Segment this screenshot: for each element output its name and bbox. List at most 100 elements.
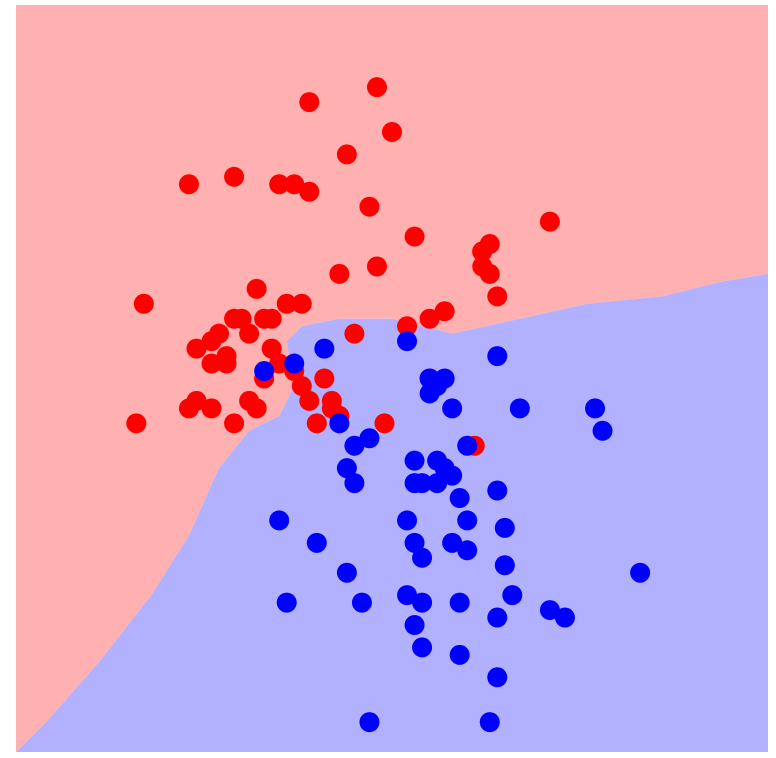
blue-data-point bbox=[442, 465, 463, 486]
red-data-point bbox=[336, 144, 357, 165]
red-data-point bbox=[299, 181, 320, 202]
red-data-point bbox=[216, 346, 237, 367]
blue-data-point bbox=[442, 398, 463, 419]
red-data-point bbox=[382, 121, 402, 142]
blue-data-point bbox=[359, 712, 380, 733]
red-data-point bbox=[201, 331, 222, 352]
blue-data-point bbox=[630, 562, 651, 583]
blue-data-point bbox=[344, 473, 365, 494]
red-data-point bbox=[269, 174, 290, 195]
blue-data-point bbox=[509, 398, 530, 419]
blue-data-point bbox=[539, 600, 560, 621]
blue-data-point bbox=[254, 361, 275, 382]
blue-data-point bbox=[404, 450, 425, 471]
blue-data-point bbox=[336, 458, 357, 479]
blue-data-point bbox=[494, 555, 515, 576]
decision-regions bbox=[16, 5, 768, 752]
blue-data-point bbox=[457, 540, 478, 561]
blue-data-point bbox=[592, 420, 613, 441]
blue-data-point bbox=[351, 592, 372, 613]
blue-data-point bbox=[487, 346, 508, 367]
blue-data-point bbox=[412, 547, 433, 568]
red-data-point bbox=[329, 263, 350, 284]
red-data-point bbox=[479, 263, 500, 284]
red-data-point bbox=[487, 286, 508, 307]
red-data-point bbox=[314, 368, 335, 389]
blue-data-point bbox=[397, 585, 418, 606]
blue-data-point bbox=[449, 488, 470, 509]
blue-data-point bbox=[457, 510, 478, 531]
red-data-point bbox=[359, 196, 380, 217]
blue-data-point bbox=[487, 607, 508, 628]
red-data-point bbox=[344, 323, 365, 344]
data-points bbox=[126, 77, 651, 733]
red-data-point bbox=[276, 293, 297, 314]
class-b-region bbox=[16, 273, 768, 752]
red-data-point bbox=[239, 323, 260, 344]
blue-data-point bbox=[487, 667, 508, 688]
red-data-point bbox=[178, 398, 199, 419]
blue-data-point bbox=[449, 592, 470, 613]
blue-data-point bbox=[397, 510, 418, 531]
red-data-point bbox=[366, 77, 387, 98]
blue-data-point bbox=[397, 331, 418, 352]
blue-data-point bbox=[457, 435, 478, 456]
red-data-point bbox=[539, 211, 560, 232]
red-data-point bbox=[186, 338, 207, 359]
red-data-point bbox=[224, 166, 245, 187]
red-data-point bbox=[178, 174, 199, 195]
blue-data-point bbox=[314, 338, 335, 359]
blue-data-point bbox=[412, 592, 433, 613]
red-data-point bbox=[374, 413, 395, 434]
red-data-point bbox=[404, 226, 425, 247]
red-data-point bbox=[239, 390, 260, 411]
red-data-point bbox=[472, 241, 493, 262]
blue-data-point bbox=[479, 712, 500, 733]
red-data-point bbox=[299, 390, 320, 411]
red-data-point bbox=[291, 293, 312, 314]
class-a-region bbox=[16, 5, 768, 752]
red-data-point bbox=[126, 413, 147, 434]
red-data-point bbox=[133, 293, 154, 314]
blue-data-point bbox=[269, 510, 290, 531]
blue-data-point bbox=[585, 398, 606, 419]
red-data-point bbox=[201, 353, 222, 374]
red-data-point bbox=[201, 398, 222, 419]
red-data-point bbox=[261, 338, 282, 359]
red-data-point bbox=[246, 278, 267, 299]
blue-data-point bbox=[404, 615, 425, 636]
red-data-point bbox=[299, 92, 320, 113]
blue-data-point bbox=[487, 480, 508, 501]
red-data-point bbox=[291, 375, 312, 396]
blue-data-point bbox=[412, 637, 433, 658]
red-data-point bbox=[269, 353, 290, 374]
blue-data-point bbox=[442, 532, 463, 553]
blue-data-point bbox=[427, 375, 448, 396]
blue-data-point bbox=[449, 644, 470, 665]
blue-data-point bbox=[502, 585, 523, 606]
red-data-point bbox=[419, 308, 440, 329]
blue-data-point bbox=[412, 473, 433, 494]
blue-data-point bbox=[554, 607, 575, 628]
red-data-point bbox=[261, 308, 282, 329]
blue-data-point bbox=[494, 517, 515, 538]
red-data-point bbox=[321, 390, 342, 411]
blue-data-point bbox=[427, 473, 448, 494]
red-data-point bbox=[306, 413, 327, 434]
red-data-point bbox=[224, 413, 245, 434]
blue-data-point bbox=[306, 532, 327, 553]
red-data-point bbox=[224, 308, 245, 329]
blue-data-point bbox=[344, 435, 365, 456]
blue-data-point bbox=[336, 562, 357, 583]
blue-data-point bbox=[284, 353, 305, 374]
blue-data-point bbox=[329, 413, 350, 434]
red-data-point bbox=[366, 256, 387, 277]
blue-data-point bbox=[359, 428, 380, 449]
red-data-point bbox=[397, 316, 418, 337]
blue-data-point bbox=[404, 532, 425, 553]
red-data-point bbox=[434, 301, 455, 322]
red-data-point bbox=[284, 174, 305, 195]
blue-data-point bbox=[276, 592, 297, 613]
